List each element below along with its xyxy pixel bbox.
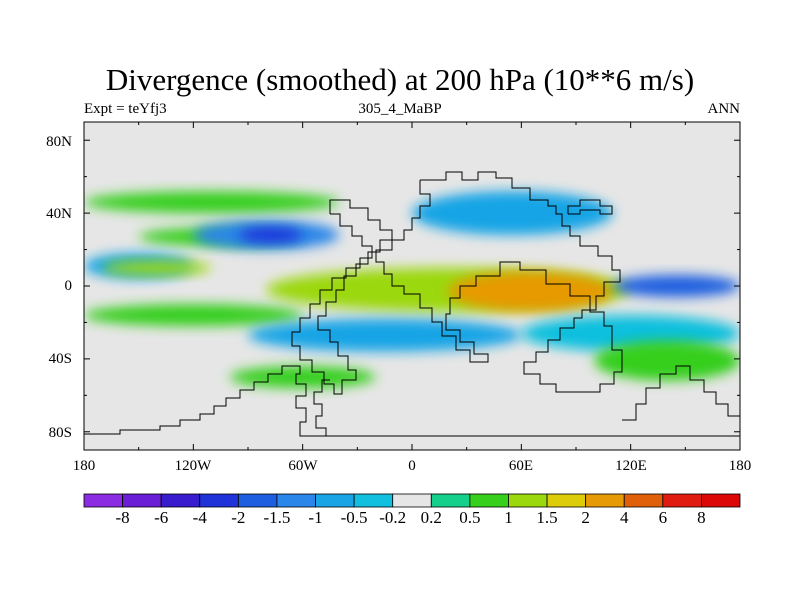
colorbar-label: -1 [308,508,323,527]
colorbar-label: -0.5 [340,508,368,527]
axis-ticks [83,122,741,450]
coastline-africa-eurasia [375,171,623,393]
colorbar-label: -1.5 [263,508,291,527]
coastline-arctic-island [567,199,613,215]
divergence-region-13 [594,340,740,381]
y-tick-label: 80N [46,134,72,150]
chart-title: Divergence (smoothed) at 200 hPa (10**6 … [105,62,695,97]
divergence-region-7 [448,271,613,312]
y-tick-label: 40N [46,206,72,222]
x-tick-label: 180 [728,458,752,474]
divergence-region-9 [84,304,303,327]
coastline-antarctica [84,365,740,437]
colorbar-swatch [315,493,355,508]
x-tick-label: 120W [174,458,212,474]
x-tick-label: 120E [615,458,647,474]
divergence-region-14 [412,191,613,235]
divergence-region-12 [229,366,376,389]
colorbar-swatch [160,493,201,508]
colorbar-swatch [276,493,316,508]
divergence-region-3 [238,227,303,243]
x-tick-label: 60E [508,458,534,474]
colorbar-label: 0.2 [420,508,442,527]
colorbar-swatch [199,493,239,508]
colorbar-swatch [623,493,664,508]
y-tick-label: 40S [48,351,72,367]
x-tick-label: 0 [408,458,416,474]
colorbar-label: -0.2 [379,508,407,527]
x-tick-label: 60W [288,458,318,474]
colorbar-label: 1 [504,508,513,527]
colorbar-label: -8 [115,508,130,527]
case-label: 305_4_MaBP [358,101,442,117]
colorbar-label: -6 [154,508,169,527]
colorbar-label: 1.5 [536,508,558,527]
colorbar-swatch [83,493,123,508]
experiment-label: Expt = teYfj3 [84,101,167,117]
colorbar-label: -4 [192,508,207,527]
colorbar-swatch [701,493,741,508]
colorbar-swatch [430,493,471,508]
coastline-antarctica-peninsula [313,379,330,436]
colorbar-swatch [469,493,509,508]
colorbar-label: 8 [697,508,706,527]
colorbar-swatch [353,493,394,508]
divergence-region-10 [247,318,522,352]
coastline-americas [291,199,393,395]
colorbar-label: 4 [619,508,629,527]
divergence-region-8 [612,275,740,297]
colorbar-label: 0.5 [459,508,481,527]
colorbar-label: 2 [581,508,590,527]
period-label: ANN [707,101,741,117]
colorbar-swatch [392,493,432,508]
y-tick-label: 0 [64,278,73,294]
colorbar-label: -2 [231,508,246,527]
colorbar-swatch [508,493,548,508]
x-tick-label: 180 [72,458,96,474]
colorbar-swatch [585,493,625,508]
colorbar-swatch [662,493,702,508]
divergence-field [84,191,740,389]
coastlines [84,171,740,437]
colorbar [83,493,741,508]
colorbar-swatch [546,493,587,508]
divergence-region-0 [84,191,340,214]
colorbar-label: 6 [658,508,668,527]
divergence-region-5 [102,260,212,276]
coastline-east [622,365,740,421]
colorbar-swatch [237,493,278,508]
y-tick-label: 80S [48,425,72,441]
colorbar-swatch [122,493,162,508]
